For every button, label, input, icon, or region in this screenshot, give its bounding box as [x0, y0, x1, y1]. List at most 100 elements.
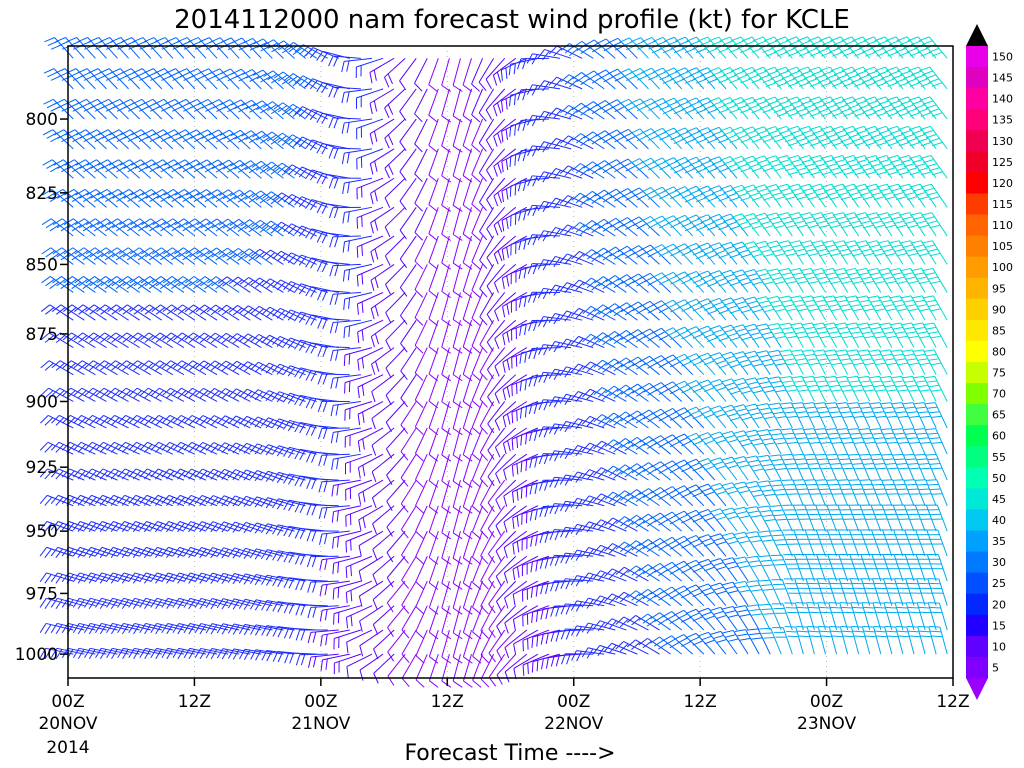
- barb-flag: [901, 216, 913, 220]
- barb-flag: [834, 322, 846, 326]
- barb-flag: [740, 281, 752, 286]
- barb-flag: [855, 70, 867, 76]
- barb-flag: [887, 112, 899, 117]
- barb-flag: [298, 341, 306, 351]
- barb-flag: [700, 302, 712, 307]
- wind-barb: [164, 159, 196, 179]
- barb-flag: [356, 275, 359, 287]
- barb-shaft: [471, 118, 484, 146]
- barb-flag: [118, 304, 128, 312]
- barb-flag: [602, 224, 613, 232]
- barb-flag: [899, 40, 911, 46]
- barb-flag: [922, 295, 934, 299]
- wind-barb: [605, 358, 638, 376]
- wind-barb: [922, 295, 948, 321]
- wind-barb: [471, 374, 484, 409]
- barb-flag: [810, 212, 822, 216]
- wind-barb: [821, 212, 849, 237]
- barb-flag: [209, 68, 220, 74]
- barb-flag: [94, 195, 104, 202]
- barb-flag: [74, 247, 85, 255]
- barb-flag: [816, 276, 828, 280]
- barb-flag: [824, 216, 836, 220]
- barb-flag: [797, 362, 809, 366]
- wind-barb: [51, 360, 85, 376]
- barb-flag: [849, 304, 861, 308]
- barb-flag: [283, 252, 292, 262]
- barb-flag: [840, 252, 852, 257]
- barb-flag: [54, 68, 66, 74]
- barb-flag: [864, 154, 876, 160]
- barb-shaft: [428, 88, 439, 116]
- barb-flag: [844, 70, 856, 76]
- wind-barb: [74, 218, 107, 237]
- barb-flag: [746, 327, 758, 332]
- wind-barb: [86, 188, 118, 208]
- barb-shaft: [452, 178, 461, 206]
- barb-flag: [330, 377, 334, 389]
- barb-shaft: [370, 235, 395, 253]
- barb-flag: [333, 148, 339, 159]
- wind-barb: [343, 347, 373, 367]
- wind-barb: [108, 218, 140, 237]
- barb-flag: [768, 188, 780, 193]
- wind-barb: [399, 58, 417, 91]
- wind-barb: [370, 177, 395, 205]
- barb-flag: [813, 375, 825, 379]
- barb-flag: [217, 276, 228, 284]
- barb-flag: [684, 225, 696, 232]
- barb-flag: [745, 188, 757, 193]
- wind-barb: [865, 212, 893, 237]
- barb-flag: [909, 112, 921, 117]
- barb-flag: [760, 249, 772, 254]
- barb-flag: [799, 171, 810, 176]
- wind-barb: [384, 206, 406, 238]
- barb-flag: [806, 358, 818, 361]
- wind-barb: [452, 264, 463, 299]
- barb-flag: [200, 250, 210, 258]
- barb-flag: [719, 36, 731, 42]
- barb-flag: [523, 238, 527, 250]
- barb-shaft: [568, 135, 594, 150]
- barb-flag: [523, 267, 527, 279]
- barb-shaft: [800, 322, 815, 348]
- barb-flag: [684, 48, 696, 54]
- barb-shaft: [333, 374, 361, 379]
- barb-flag: [782, 248, 794, 253]
- barb-flag: [49, 253, 60, 261]
- wind-barb: [195, 360, 229, 376]
- barb-shaft: [790, 376, 804, 402]
- wind-barb: [241, 130, 273, 150]
- barb-flag: [221, 335, 231, 344]
- barb-flag: [107, 276, 117, 284]
- barb-flag: [373, 69, 377, 81]
- barb-flag: [553, 228, 561, 239]
- barb-shaft: [486, 235, 506, 258]
- wind-barb: [767, 349, 793, 375]
- barb-shaft: [932, 295, 948, 321]
- wind-barb: [355, 88, 384, 109]
- barb-flag: [729, 167, 741, 173]
- barb-flag: [677, 275, 689, 281]
- barb-flag: [919, 362, 931, 366]
- barb-flag: [531, 115, 538, 127]
- barb-flag: [729, 309, 741, 314]
- wind-barb: [487, 374, 506, 407]
- wind-barb: [129, 276, 163, 293]
- barb-flag: [722, 40, 734, 46]
- barb-flag: [852, 280, 864, 285]
- barb-flag: [261, 362, 270, 372]
- barb-flag: [160, 253, 170, 261]
- barb-flag: [142, 129, 153, 136]
- barb-flag: [250, 389, 259, 399]
- barb-flag: [45, 192, 56, 199]
- wind-barb: [186, 129, 218, 150]
- barb-flag: [42, 159, 53, 166]
- barb-flag: [335, 404, 339, 416]
- barb-flag: [686, 326, 697, 332]
- barb-flag: [166, 307, 177, 315]
- barb-flag: [522, 89, 527, 101]
- wind-barb: [538, 399, 572, 411]
- barb-flag: [100, 307, 110, 315]
- barb-flag: [322, 318, 328, 330]
